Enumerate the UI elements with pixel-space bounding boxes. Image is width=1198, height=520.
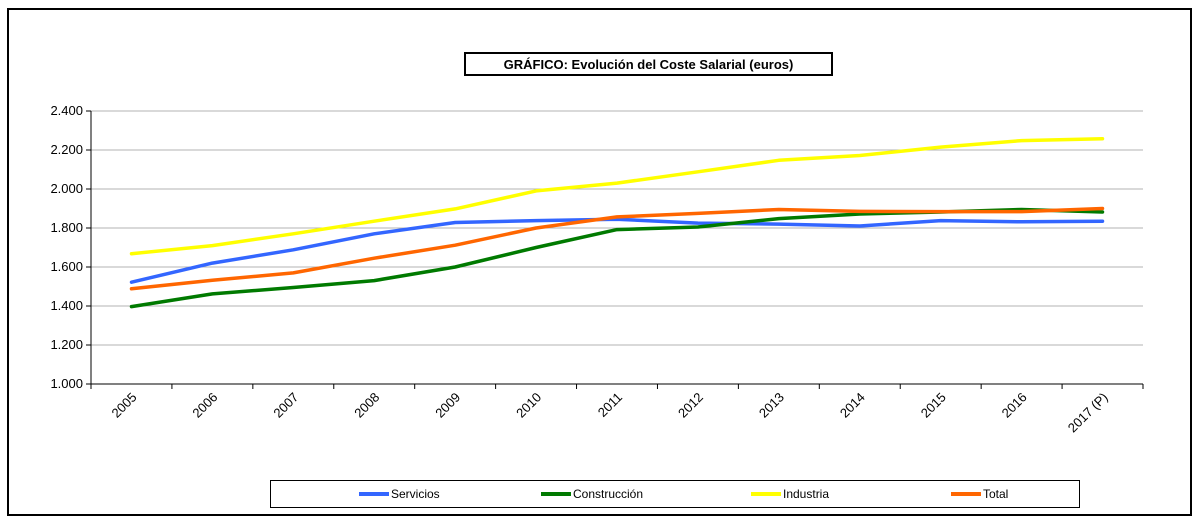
legend-label-construccion: Construcción	[573, 487, 644, 501]
label-layer: 1.000 1.200 1.400 1.600 1.800 2.000 2.200 2.400…	[50, 103, 1110, 435]
legend-item-industria: Industria	[751, 481, 829, 507]
y-tick-label: 1.200	[50, 337, 83, 352]
x-tick-label: 2013	[756, 390, 787, 421]
legend-swatch-construccion	[541, 492, 571, 496]
y-tick-label: 2.400	[50, 103, 83, 118]
x-tick-label: 2011	[595, 390, 625, 420]
series-layer	[129, 136, 1105, 309]
chart-title: GRÁFICO: Evolución del Coste Salarial (e…	[464, 52, 833, 76]
y-tick-label: 2.000	[50, 181, 83, 196]
x-tick-label: 2010	[513, 390, 544, 421]
series-line-total	[129, 206, 1105, 291]
legend-item-total: Total	[951, 481, 1008, 507]
axis-layer	[86, 110, 1144, 389]
x-tick-label: 2008	[351, 390, 382, 421]
legend-item-servicios: Servicios	[359, 481, 440, 507]
legend-swatch-total	[951, 492, 981, 496]
y-tick-label: 1.400	[50, 298, 83, 313]
chart-frame	[7, 8, 1192, 516]
y-tick-label: 1.800	[50, 220, 83, 235]
y-tick-label: 2.200	[50, 142, 83, 157]
series-line-servicios	[129, 217, 1105, 284]
y-tick-label: 1.600	[50, 259, 83, 274]
legend: Servicios Construcción Industria Total	[270, 480, 1080, 508]
x-tick-label: 2017 (P)	[1065, 390, 1111, 436]
x-tick-label: 2005	[109, 390, 140, 421]
legend-label-industria: Industria	[783, 487, 830, 501]
series-line-construccion	[129, 207, 1105, 309]
x-tick-label: 2006	[189, 390, 220, 421]
x-tick-label: 2016	[999, 390, 1030, 421]
x-tick-label: 2015	[918, 390, 949, 421]
x-tick-label: 2012	[675, 390, 706, 421]
x-tick-label: 2009	[432, 390, 463, 421]
legend-swatch-industria	[751, 492, 781, 496]
legend-item-construccion: Construcción	[541, 481, 643, 507]
y-tick-label: 1.000	[50, 376, 83, 391]
legend-label-total: Total	[983, 487, 1009, 501]
x-tick-label: 2014	[837, 390, 868, 421]
legend-swatch-servicios	[359, 492, 389, 496]
x-tick-label: 2007	[270, 390, 301, 421]
grid-layer	[91, 110, 1143, 346]
chart-title-text: GRÁFICO: Evolución del Coste Salarial (e…	[503, 56, 794, 72]
series-line-industria	[129, 136, 1105, 256]
legend-label-servicios: Servicios	[391, 487, 440, 501]
